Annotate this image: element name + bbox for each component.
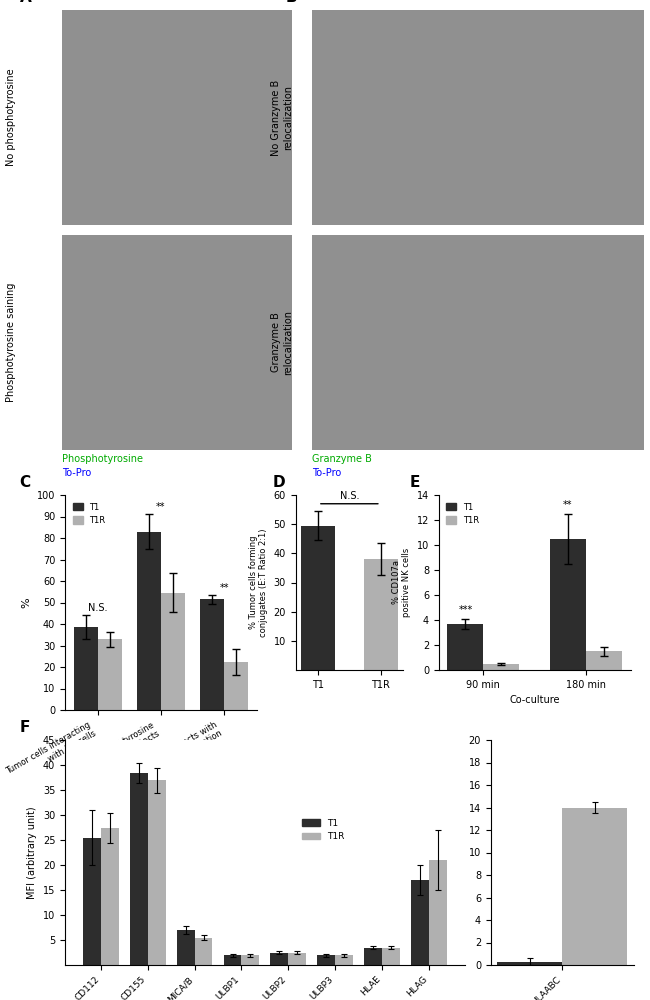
Text: **: ** — [156, 502, 166, 512]
Bar — [429, 860, 447, 965]
Bar — [83, 838, 101, 965]
Bar — [363, 559, 398, 670]
Text: ***: *** — [458, 605, 473, 615]
Text: To-Pro: To-Pro — [62, 468, 91, 478]
Bar — [317, 955, 335, 965]
Bar — [447, 624, 484, 670]
Bar — [177, 930, 194, 965]
Bar — [224, 662, 248, 710]
Text: **: ** — [563, 500, 573, 510]
Text: Phosphotyrosine: Phosphotyrosine — [62, 454, 143, 464]
Text: Granzyme B: Granzyme B — [312, 454, 372, 464]
Bar — [137, 532, 161, 710]
Text: B: B — [286, 0, 298, 5]
Text: To-Pro: To-Pro — [312, 468, 341, 478]
Bar — [241, 955, 259, 965]
Bar — [300, 526, 335, 670]
Bar — [130, 772, 148, 965]
Y-axis label: %: % — [21, 597, 31, 608]
Bar — [484, 664, 519, 670]
Bar — [550, 539, 586, 670]
Text: E: E — [410, 475, 420, 490]
Bar — [335, 955, 353, 965]
Bar — [289, 952, 306, 965]
Bar — [364, 948, 382, 965]
Text: A: A — [20, 0, 31, 5]
Bar — [148, 780, 166, 965]
Text: N.S.: N.S. — [339, 491, 359, 501]
Bar — [101, 828, 119, 965]
Bar — [562, 808, 627, 965]
Text: F: F — [20, 720, 30, 735]
Text: N.S.: N.S. — [88, 603, 107, 613]
Text: C: C — [20, 475, 31, 490]
Bar — [224, 955, 241, 965]
Text: No Granzyme B
relocalization: No Granzyme B relocalization — [271, 79, 293, 156]
Legend: T1, T1R: T1, T1R — [69, 499, 109, 528]
Legend: T1, T1R: T1, T1R — [298, 815, 348, 845]
Bar — [411, 880, 429, 965]
Y-axis label: MFI (arbitrary unit): MFI (arbitrary unit) — [27, 806, 37, 899]
Bar — [161, 593, 185, 710]
Bar — [200, 599, 224, 710]
Bar — [194, 938, 213, 965]
Text: Granzyme B
relocalization: Granzyme B relocalization — [271, 310, 293, 375]
Bar — [497, 962, 562, 965]
Bar — [270, 952, 289, 965]
Y-axis label: % CD107a
positive NK cells: % CD107a positive NK cells — [392, 548, 411, 617]
X-axis label: Co-culture: Co-culture — [510, 695, 560, 705]
Text: No phosphotyrosine: No phosphotyrosine — [6, 69, 16, 166]
Bar — [98, 639, 122, 710]
Text: D: D — [273, 475, 285, 490]
Legend: T1, T1R: T1, T1R — [443, 499, 482, 528]
Text: Phosphotyrosine saining: Phosphotyrosine saining — [6, 283, 16, 402]
Bar — [73, 627, 98, 710]
Bar — [586, 651, 622, 670]
Y-axis label: % Tumor cells forming
conjugates (E:T Ratio 2:1): % Tumor cells forming conjugates (E:T Ra… — [249, 528, 268, 637]
Text: **: ** — [219, 583, 229, 593]
Bar — [382, 948, 400, 965]
